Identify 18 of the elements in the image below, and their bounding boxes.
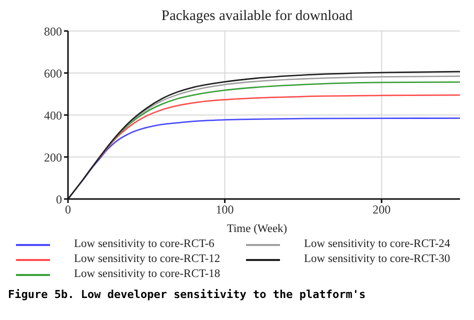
line-series — [106, 81, 460, 148]
legend-label: Low sensitivity to core-RCT-6 — [74, 237, 214, 252]
y-tick-label: 400 — [44, 108, 62, 122]
legend-label: Low sensitivity to core-RCT-12 — [74, 252, 220, 267]
caption: Figure 5b. Low developer sensitivity to the platform's — [8, 288, 367, 301]
y-tick-label: 0 — [56, 192, 62, 206]
legend-label: Low sensitivity to core-RCT-30 — [304, 252, 450, 267]
y-tick-label: 600 — [44, 66, 62, 80]
legend-label: Low sensitivity to core-RCT-24 — [304, 237, 450, 252]
x-tick-label: 100 — [216, 202, 234, 217]
line-series — [98, 94, 460, 159]
y-tick-label: 800 — [44, 24, 62, 38]
x-tick-label: 200 — [372, 202, 391, 217]
chart-title: Packages available for download — [160, 8, 354, 25]
x-axis-title: Time (Week) — [226, 223, 288, 235]
y-tick-label: 200 — [44, 150, 62, 164]
legend-label: Low sensitivity to core-RCT-18 — [74, 267, 220, 282]
x-tick-label: 0 — [65, 202, 71, 217]
